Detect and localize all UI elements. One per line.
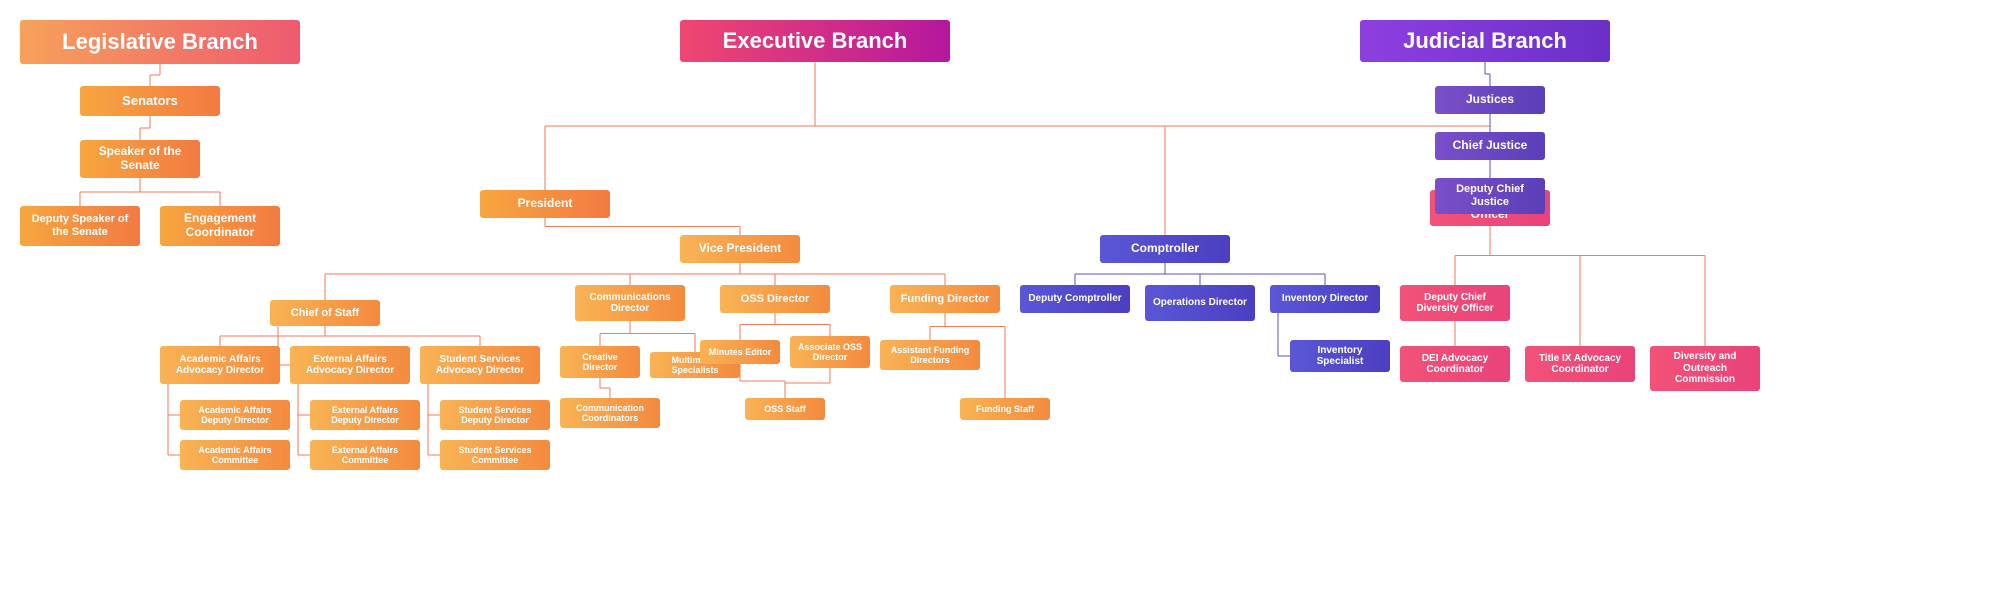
org-node-comptroller: Comptroller	[1100, 235, 1230, 263]
org-node-dcdo: Deputy Chief Diversity Officer	[1400, 285, 1510, 321]
org-node-ssdd: Student Services Deputy Director	[440, 400, 550, 430]
org-node-eaad: External Affairs Advocacy Director	[290, 346, 410, 384]
org-node-cos: Chief of Staff	[270, 300, 380, 326]
org-node-eac: External Affairs Committee	[310, 440, 420, 470]
org-node-depspeaker: Deputy Speaker of the Senate	[20, 206, 140, 246]
org-node-commdir: Communications Director	[575, 285, 685, 321]
org-node-engcoord: Engagement Coordinator	[160, 206, 280, 246]
org-node-vp: Vice President	[680, 235, 800, 263]
org-node-aadd: Academic Affairs Deputy Director	[180, 400, 290, 430]
org-node-dei: DEI Advocacy Coordinator	[1400, 346, 1510, 382]
org-node-cj: Chief Justice	[1435, 132, 1545, 160]
org-node-doc: Diversity and Outreach Commission	[1650, 346, 1760, 391]
org-node-assocoss: Associate OSS Director	[790, 336, 870, 368]
org-node-exec: Executive Branch	[680, 20, 950, 62]
org-node-aaad: Academic Affairs Advocacy Director	[160, 346, 280, 384]
org-node-invdir: Inventory Director	[1270, 285, 1380, 313]
org-node-title9: Title IX Advocacy Coordinator	[1525, 346, 1635, 382]
org-node-ossstaff: OSS Staff	[745, 398, 825, 420]
org-node-dcj: Deputy Chief Justice	[1435, 178, 1545, 214]
org-node-president: President	[480, 190, 610, 218]
org-node-minutes: Minutes Editor	[700, 340, 780, 364]
org-node-ssc: Student Services Committee	[440, 440, 550, 470]
org-node-aac: Academic Affairs Committee	[180, 440, 290, 470]
org-node-opsdir: Operations Director	[1145, 285, 1255, 321]
org-node-speaker: Speaker of the Senate	[80, 140, 200, 178]
org-node-eadd: External Affairs Deputy Director	[310, 400, 420, 430]
org-node-senators: Senators	[80, 86, 220, 116]
org-node-justices: Justices	[1435, 86, 1545, 114]
org-node-ssad: Student Services Advocacy Director	[420, 346, 540, 384]
org-node-creative: Creative Director	[560, 346, 640, 378]
org-node-funddir: Funding Director	[890, 285, 1000, 313]
org-node-fundstaff: Funding Staff	[960, 398, 1050, 420]
org-node-leg: Legislative Branch	[20, 20, 300, 64]
org-node-depcompt: Deputy Comptroller	[1020, 285, 1130, 313]
org-node-invspec: Inventory Specialist	[1290, 340, 1390, 372]
org-node-commcoord: Communication Coordinators	[560, 398, 660, 428]
org-node-ossdir: OSS Director	[720, 285, 830, 313]
org-node-afd: Assistant Funding Directors	[880, 340, 980, 370]
org-node-jud: Judicial Branch	[1360, 20, 1610, 62]
